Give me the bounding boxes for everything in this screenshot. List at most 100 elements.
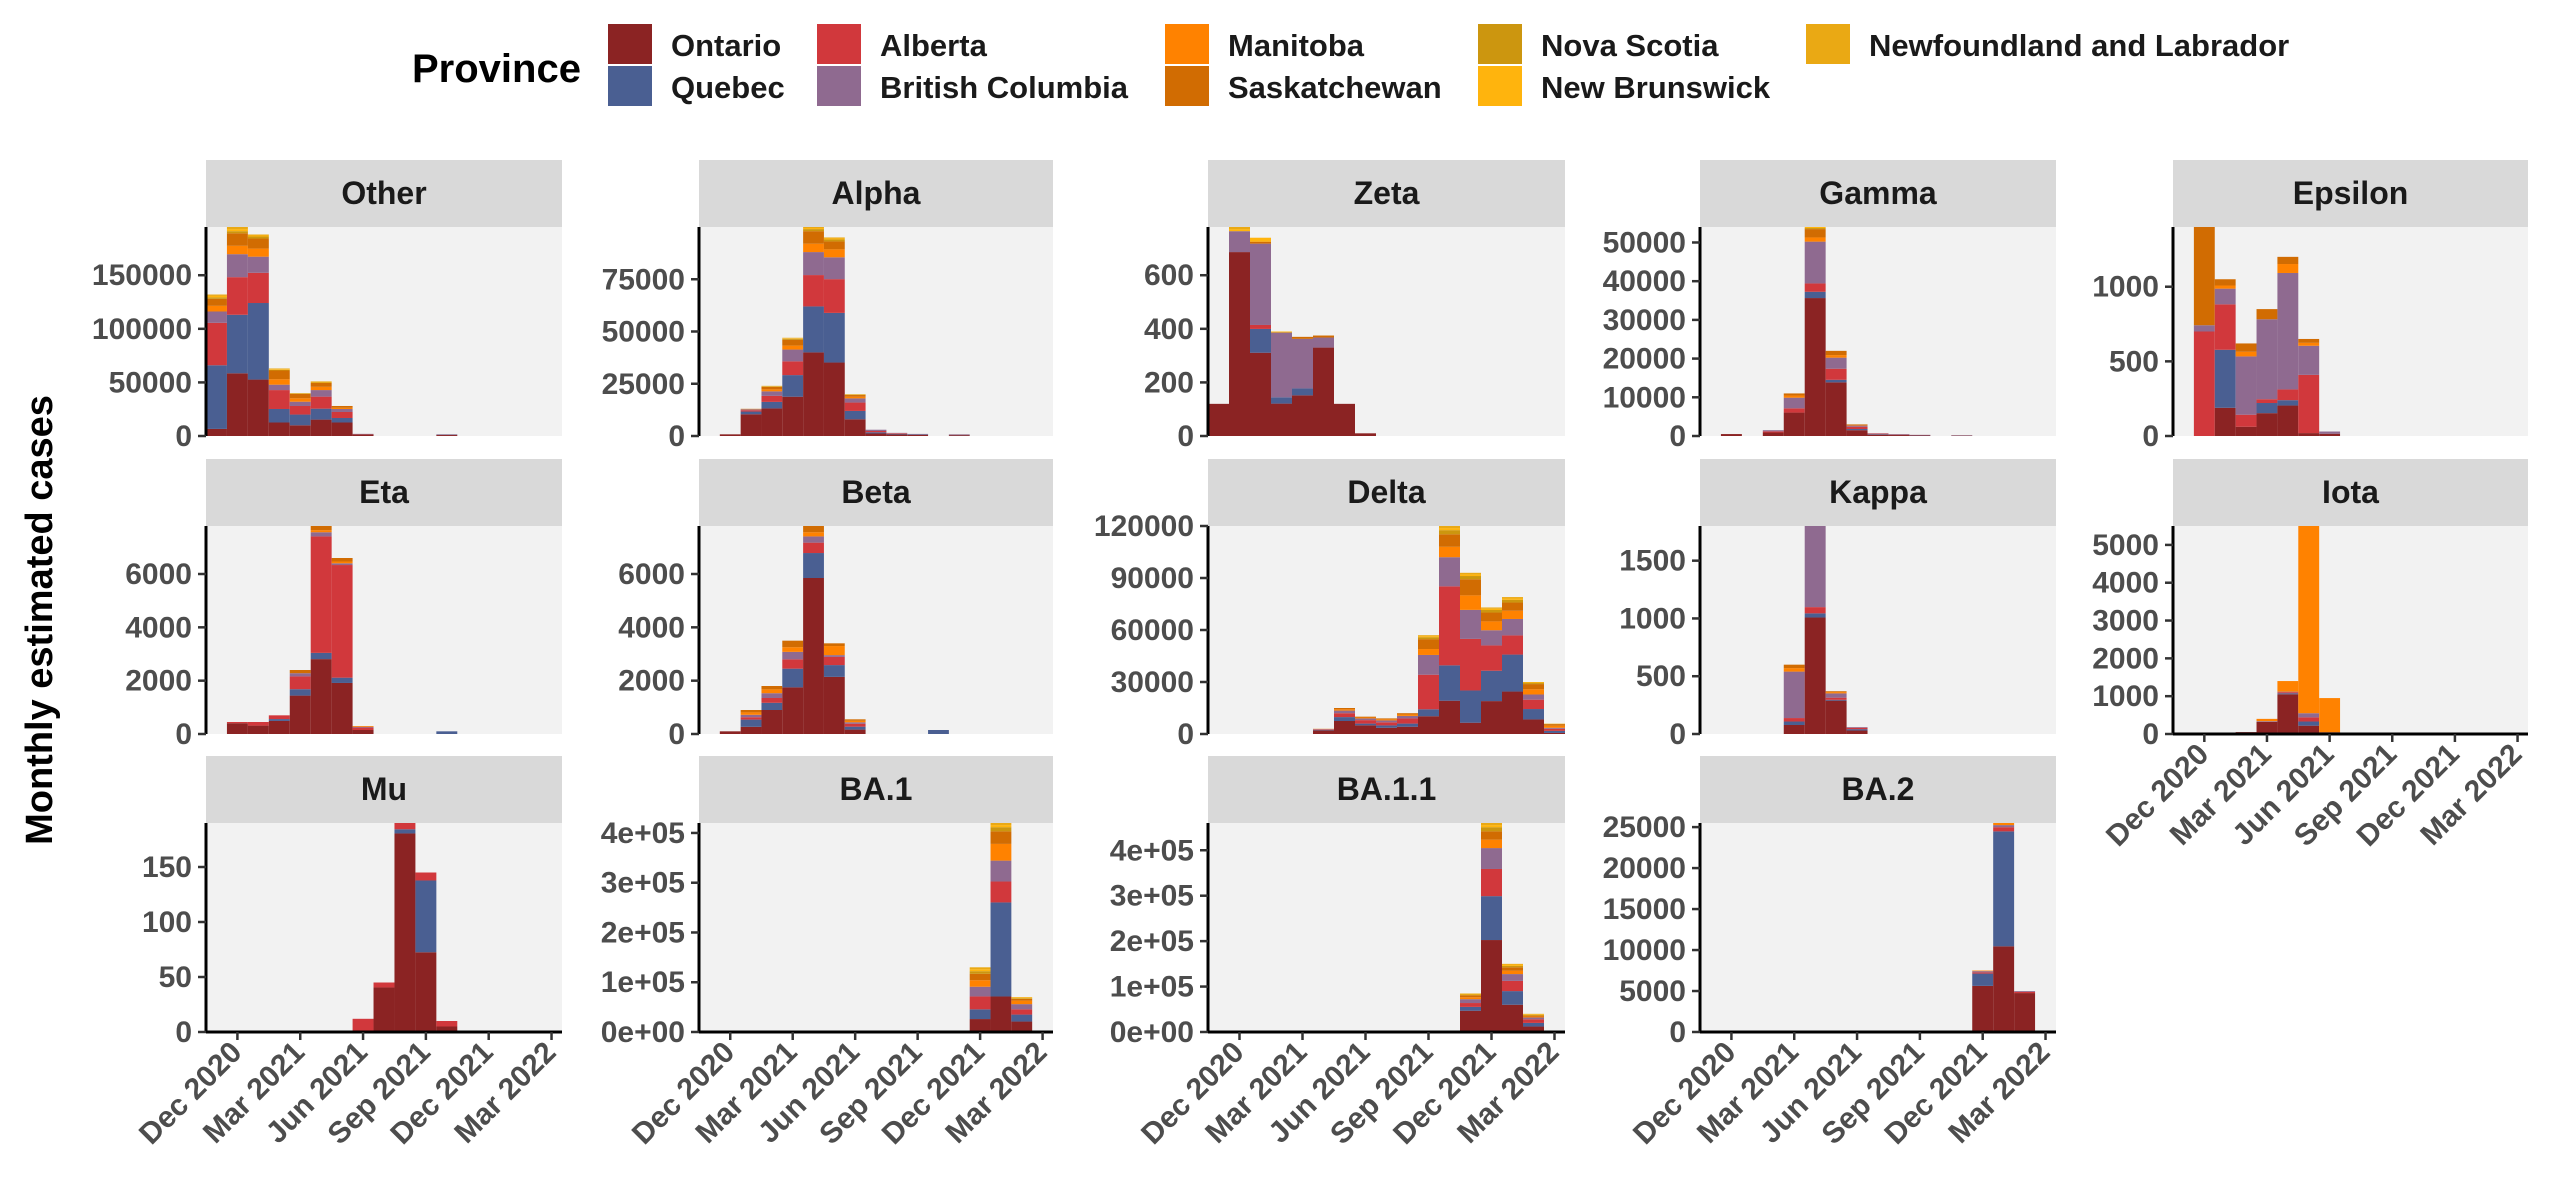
panel-background (699, 227, 1053, 436)
bar-segment-ontario-feb-2021 (1762, 432, 1784, 436)
bar-segment-british-columbia-feb-2021 (2235, 356, 2257, 415)
bar-segment-saskatchewan-jun-2021 (1355, 716, 1376, 718)
bar-segment-quebec-feb-2022 (1011, 1014, 1033, 1022)
y-tick-label: 0 (175, 718, 192, 751)
y-tick-label: 2000 (125, 665, 192, 698)
bar-segment-nova-scotia-may-2021 (823, 239, 845, 242)
y-tick-label: 0 (1669, 1016, 1686, 1049)
y-tick-label: 5000 (1619, 975, 1686, 1008)
bar-segment-alberta-feb-2022 (1523, 699, 1544, 710)
bar-segment-quebec-jan-2021 (740, 719, 762, 727)
y-tick-label: 100 (142, 906, 192, 939)
y-tick-label: 4000 (2092, 567, 2159, 600)
bar-segment-ontario-mar-2021 (2256, 721, 2278, 734)
bar-segment-manitoba-jan-2021 (2214, 285, 2236, 289)
bar-segment-ontario-nov-2021 (1460, 722, 1481, 734)
legend-swatch (1478, 66, 1522, 106)
y-tick-label: 20000 (1603, 343, 1686, 376)
bar-segment-manitoba-feb-2022 (1523, 1016, 1544, 1018)
bar-segment-british-columbia-dec-2021 (1481, 848, 1502, 869)
bar-segment-alberta-dec-2021 (969, 996, 991, 1010)
bar-segment-quebec-aug-2021 (1397, 723, 1418, 727)
bar-segment-alberta-jan-2022 (990, 881, 1012, 903)
bar-segment-manitoba-mar-2021 (782, 647, 804, 652)
bar-segment-alberta-dec-2020 (226, 277, 248, 315)
bar-segment-british-columbia-dec-2020 (2193, 325, 2215, 332)
y-tick-label: 1e+05 (1110, 971, 1194, 1004)
bar-segment-ontario-dec-2021 (969, 1019, 991, 1032)
bar-segment-newfoundland-and-labrador-dec-2021 (1481, 823, 1502, 826)
bar-segment-saskatchewan-jun-2021 (844, 395, 866, 397)
bar-segment-british-columbia-apr-2021 (803, 536, 824, 543)
bar-segment-british-columbia-feb-2022 (1011, 1004, 1033, 1010)
bar-segment-manitoba-jun-2021 (844, 396, 866, 399)
panel-other: Other 0 50000 100000 150000 (92, 160, 562, 453)
bar-segment-british-columbia-may-2021 (1334, 710, 1355, 714)
bar-segment-alberta-aug-2021 (886, 433, 908, 434)
bar-segment-ontario-jan-2021 (740, 414, 762, 436)
bar-segment-alberta-nov-2021 (1460, 1003, 1481, 1007)
bar-segment-new-brunswick-feb-2022 (1011, 997, 1033, 999)
bar-segment-quebec-dec-2020 (226, 314, 248, 374)
legend-item-new-brunswick: New Brunswick (1478, 66, 1771, 106)
y-tick-label: 0e+00 (601, 1016, 685, 1049)
bar-segment-ontario-aug-2021 (394, 833, 416, 1032)
panel-title: Gamma (1819, 175, 1937, 211)
bar-segment-manitoba-jan-2022 (1502, 970, 1523, 975)
bar-segment-british-columbia-feb-2022 (2014, 991, 2036, 992)
bar-segment-alberta-may-2021 (2298, 374, 2320, 434)
bar-segment-manitoba-jun-2021 (2319, 698, 2341, 733)
bar-segment-british-columbia-nov-2021 (1460, 609, 1481, 639)
bar-segment-alberta-dec-2021 (1481, 868, 1502, 897)
bar-segment-quebec-mar-2021 (1783, 721, 1805, 725)
bar-segment-ontario-jan-2021 (247, 379, 269, 436)
bar-segment-ontario-apr-2021 (1804, 617, 1826, 734)
panel-strip (206, 160, 562, 227)
legend-swatch (1165, 66, 1209, 106)
bar-segment-british-columbia-feb-2021 (1271, 332, 1292, 398)
bar-segment-saskatchewan-feb-2021 (2235, 343, 2257, 352)
bar-segment-saskatchewan-mar-2021 (1292, 336, 1313, 339)
bar-segment-ontario-dec-2020 (1720, 434, 1742, 436)
y-tick-label: 2e+05 (1110, 925, 1194, 958)
panel-strip (1208, 756, 1565, 823)
bar-segment-quebec-jan-2022 (990, 902, 1012, 997)
bar-segment-british-columbia-jun-2021 (844, 398, 866, 403)
bar-segment-new-brunswick-jan-2021 (247, 235, 269, 237)
facet-grid: Other050000100000150000Alpha025000500007… (92, 160, 2529, 1151)
bars (719, 526, 949, 734)
y-tick-label: 30000 (1603, 304, 1686, 337)
bar-segment-british-columbia-may-2021 (823, 257, 845, 280)
bar-segment-quebec-dec-2021 (969, 1009, 991, 1020)
bar-segment-manitoba-mar-2021 (1783, 395, 1805, 398)
y-tick-label: 10000 (1603, 934, 1686, 967)
bar-segment-saskatchewan-may-2021 (2298, 338, 2320, 343)
y-tick-label: 75000 (602, 263, 685, 296)
bar-segment-alberta-jul-2021 (373, 982, 395, 988)
panel-gamma: Gamma 0 10000 20000 30000 40000 50000 (1603, 160, 2056, 453)
bar-segment-nova-scotia-sep-2021 (1418, 637, 1439, 640)
bar-segment-quebec-feb-2022 (1523, 1022, 1544, 1027)
bar-segment-nova-scotia-oct-2021 (1439, 530, 1460, 535)
bar-segment-manitoba-feb-2021 (268, 379, 290, 385)
panel-title: Other (341, 175, 426, 211)
bar-segment-saskatchewan-may-2021 (1825, 350, 1847, 356)
y-tick-label: 50000 (602, 316, 685, 349)
bar-segment-nova-scotia-apr-2021 (803, 229, 824, 232)
bar-segment-nova-scotia-jan-2022 (990, 827, 1012, 832)
bar-segment-saskatchewan-feb-2021 (761, 386, 783, 390)
bar-segment-ontario-may-2021 (1334, 403, 1355, 436)
bar-segment-saskatchewan-feb-2021 (761, 686, 783, 690)
bar-segment-ontario-dec-2020 (719, 731, 741, 734)
bar-segment-manitoba-jan-2021 (740, 712, 762, 715)
legend-label: Nova Scotia (1541, 28, 1719, 63)
y-axis-title: Monthly estimated cases (19, 395, 61, 845)
panel-background (206, 526, 562, 734)
bar-segment-alberta-apr-2021 (310, 536, 332, 653)
bar-segment-ontario-dec-2020 (226, 373, 248, 436)
bar-segment-new-brunswick-sep-2021 (1418, 636, 1439, 638)
bar-segment-new-brunswick-apr-2021 (803, 228, 824, 230)
bar-segment-ontario-dec-2021 (1972, 985, 1994, 1032)
bars (2235, 526, 2361, 734)
